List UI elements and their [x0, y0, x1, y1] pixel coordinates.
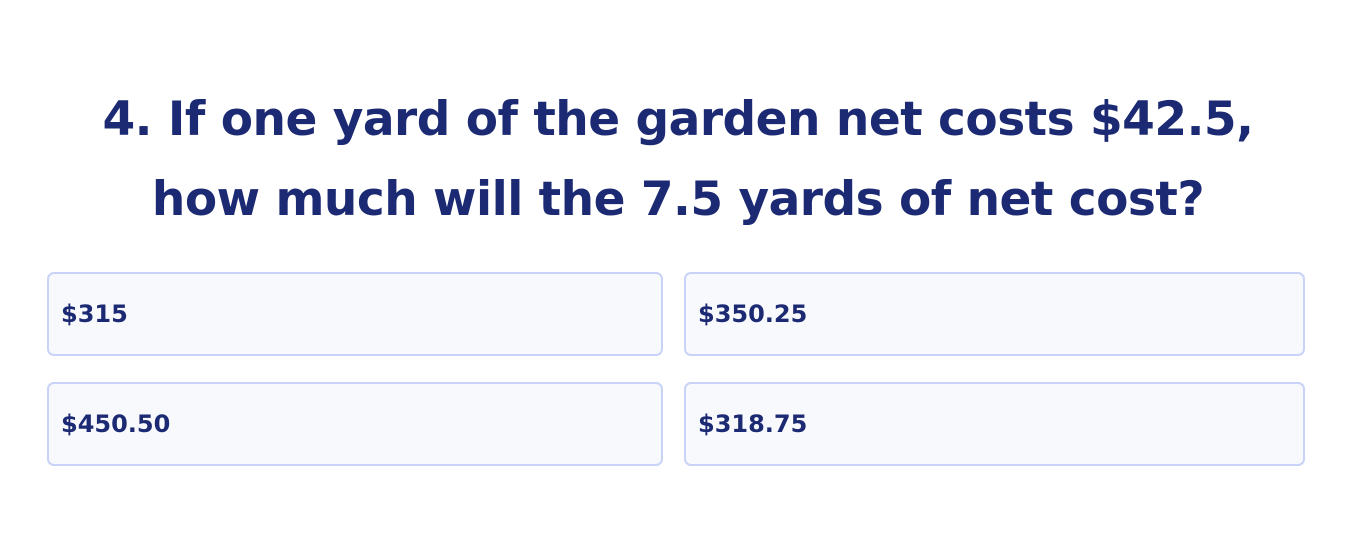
question-line-1: 4. If one yard of the garden net costs $…	[102, 92, 1254, 147]
answer-option-d[interactable]: $318.75	[684, 382, 1305, 466]
answer-option-a[interactable]: $315	[47, 272, 663, 356]
option-label: $450.50	[61, 410, 171, 438]
answer-option-b[interactable]: $350.25	[684, 272, 1305, 356]
question-text: 4. If one yard of the garden net costs $…	[0, 80, 1356, 240]
option-label: $350.25	[698, 300, 808, 328]
question-line-2: how much will the 7.5 yards of net cost?	[151, 172, 1205, 227]
option-label: $318.75	[698, 410, 808, 438]
option-label: $315	[61, 300, 128, 328]
answer-option-c[interactable]: $450.50	[47, 382, 663, 466]
